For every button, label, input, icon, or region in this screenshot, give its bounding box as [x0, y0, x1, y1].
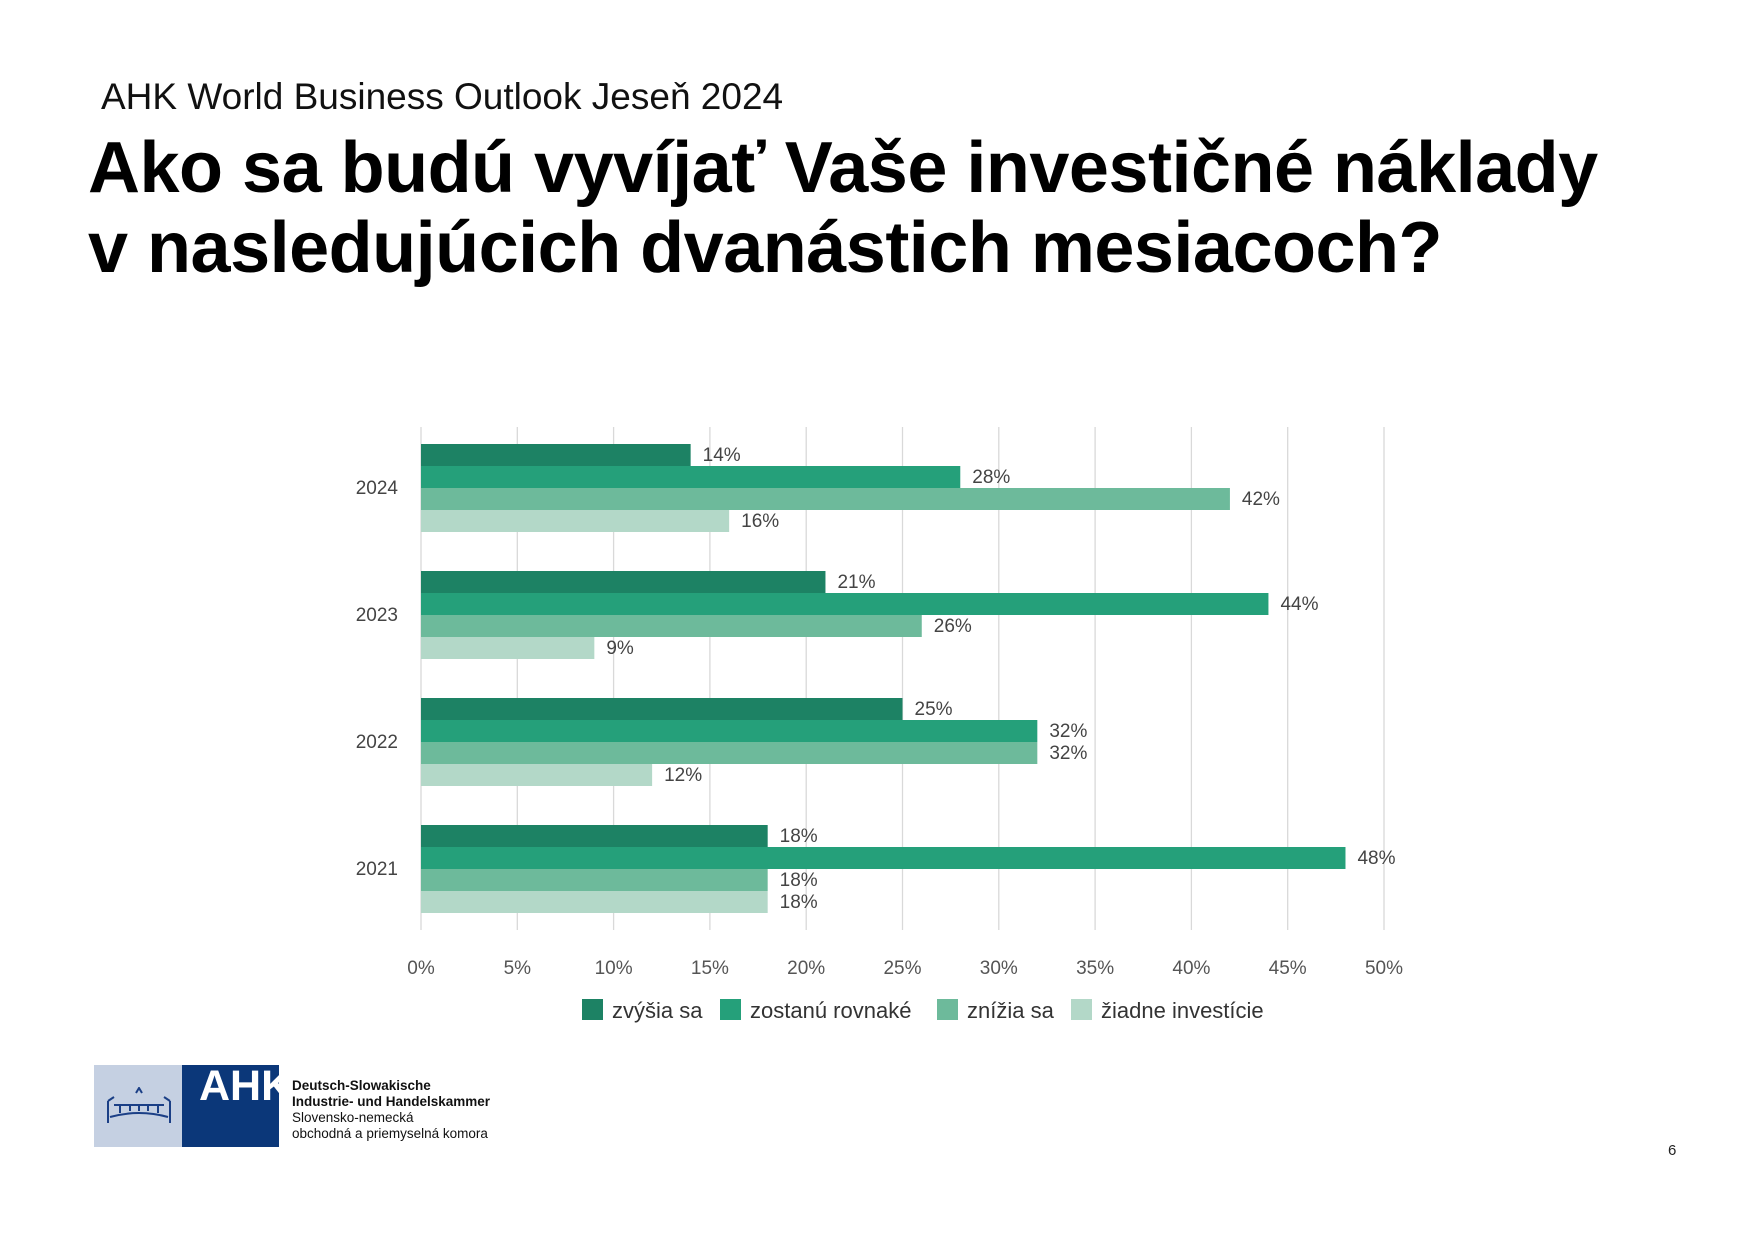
chart-category-labels: 2024 2023 2022 2021	[356, 478, 399, 880]
bar	[421, 510, 730, 532]
legend-swatch	[1071, 999, 1092, 1020]
org-line-1: Deutsch-Slowakische	[292, 1078, 431, 1093]
bar	[421, 825, 768, 847]
x-tick-label: 25%	[883, 958, 921, 979]
category-label: 2024	[356, 478, 399, 499]
bar	[421, 637, 595, 659]
bar	[421, 615, 922, 637]
organization-name: Deutsch-Slowakische Industrie- und Hande…	[292, 1078, 490, 1142]
data-label: 12%	[664, 765, 702, 786]
org-line-4: obchodná a priemyselná komora	[292, 1126, 488, 1141]
legend-swatch	[937, 999, 958, 1020]
logo-badge	[182, 1065, 279, 1147]
bar	[421, 764, 653, 786]
data-label: 32%	[1049, 721, 1087, 742]
bar	[421, 847, 1346, 869]
data-label: 16%	[741, 511, 779, 532]
ahk-logo: AHK	[94, 1065, 292, 1147]
title-line-1: Ako sa budú vyvíjať Vaše investičné nákl…	[88, 128, 1598, 208]
legend-label: žiadne investície	[1101, 998, 1264, 1023]
bar	[421, 593, 1269, 615]
chart-x-tick-labels: 0% 5% 10% 15% 20% 25% 30% 35% 40% 45% 50%	[407, 958, 1403, 979]
data-label: 28%	[972, 467, 1010, 488]
legend-label: zostanú rovnaké	[750, 998, 911, 1023]
org-line-2: Industrie- und Handelskammer	[292, 1094, 491, 1109]
page-number: 6	[1668, 1142, 1677, 1159]
legend-label: znížia sa	[967, 998, 1055, 1023]
category-label: 2021	[356, 859, 398, 880]
data-label: 18%	[780, 826, 818, 847]
data-label: 48%	[1357, 848, 1395, 869]
chart-legend: zvýšia sa zostanú rovnaké znížia sa žiadne …	[582, 998, 1264, 1023]
bar	[421, 698, 903, 720]
x-tick-label: 20%	[787, 958, 825, 979]
data-label: 42%	[1242, 489, 1280, 510]
logo-emblem	[94, 1065, 182, 1147]
data-label: 32%	[1049, 743, 1087, 764]
legend-label: zvýšia sa	[612, 998, 703, 1023]
bar	[421, 466, 961, 488]
data-label: 18%	[780, 892, 818, 913]
bar	[421, 444, 691, 466]
category-label: 2023	[356, 605, 398, 626]
data-label: 44%	[1280, 594, 1318, 615]
subtitle: AHK World Business Outlook Jeseň 2024	[101, 76, 784, 117]
bar	[421, 488, 1230, 510]
x-tick-label: 30%	[980, 958, 1018, 979]
data-label: 26%	[934, 616, 972, 637]
data-label: 9%	[606, 638, 634, 659]
bar	[421, 742, 1038, 764]
legend-swatch	[720, 999, 741, 1020]
logo-text: AHK	[199, 1065, 292, 1108]
org-line-3: Slovensko-nemecká	[292, 1110, 414, 1125]
x-tick-label: 40%	[1172, 958, 1210, 979]
x-tick-label: 50%	[1365, 958, 1403, 979]
x-tick-label: 0%	[407, 958, 435, 979]
page-title: Ako sa budú vyvíjať Vaše investičné nákl…	[88, 128, 1688, 288]
legend-swatch	[582, 999, 603, 1020]
bar	[421, 869, 768, 891]
bar	[421, 571, 826, 593]
chart-bars	[421, 444, 1346, 913]
x-tick-label: 35%	[1076, 958, 1114, 979]
x-tick-label: 45%	[1269, 958, 1307, 979]
data-label: 21%	[837, 572, 875, 593]
castle-icon	[107, 1087, 171, 1123]
bar-chart: 14% 28% 42% 16% 21% 44% 26% 9% 25% 32%32% 12% 18% 48…	[356, 427, 1403, 1023]
x-tick-label: 10%	[595, 958, 633, 979]
data-label: 18%	[780, 870, 818, 891]
bar	[421, 891, 768, 913]
data-label: 14%	[703, 445, 741, 466]
data-label: 25%	[915, 699, 953, 720]
chart-data-labels: 14% 28% 42% 16% 21% 44% 26% 9% 25% 32%32% 12% 18% 48…	[606, 445, 1395, 913]
title-line-2: v nasledujúcich dvanástich mesiacoch?	[88, 208, 1443, 288]
category-label: 2022	[356, 732, 398, 753]
bar	[421, 720, 1038, 742]
x-tick-label: 15%	[691, 958, 729, 979]
x-tick-label: 5%	[504, 958, 532, 979]
